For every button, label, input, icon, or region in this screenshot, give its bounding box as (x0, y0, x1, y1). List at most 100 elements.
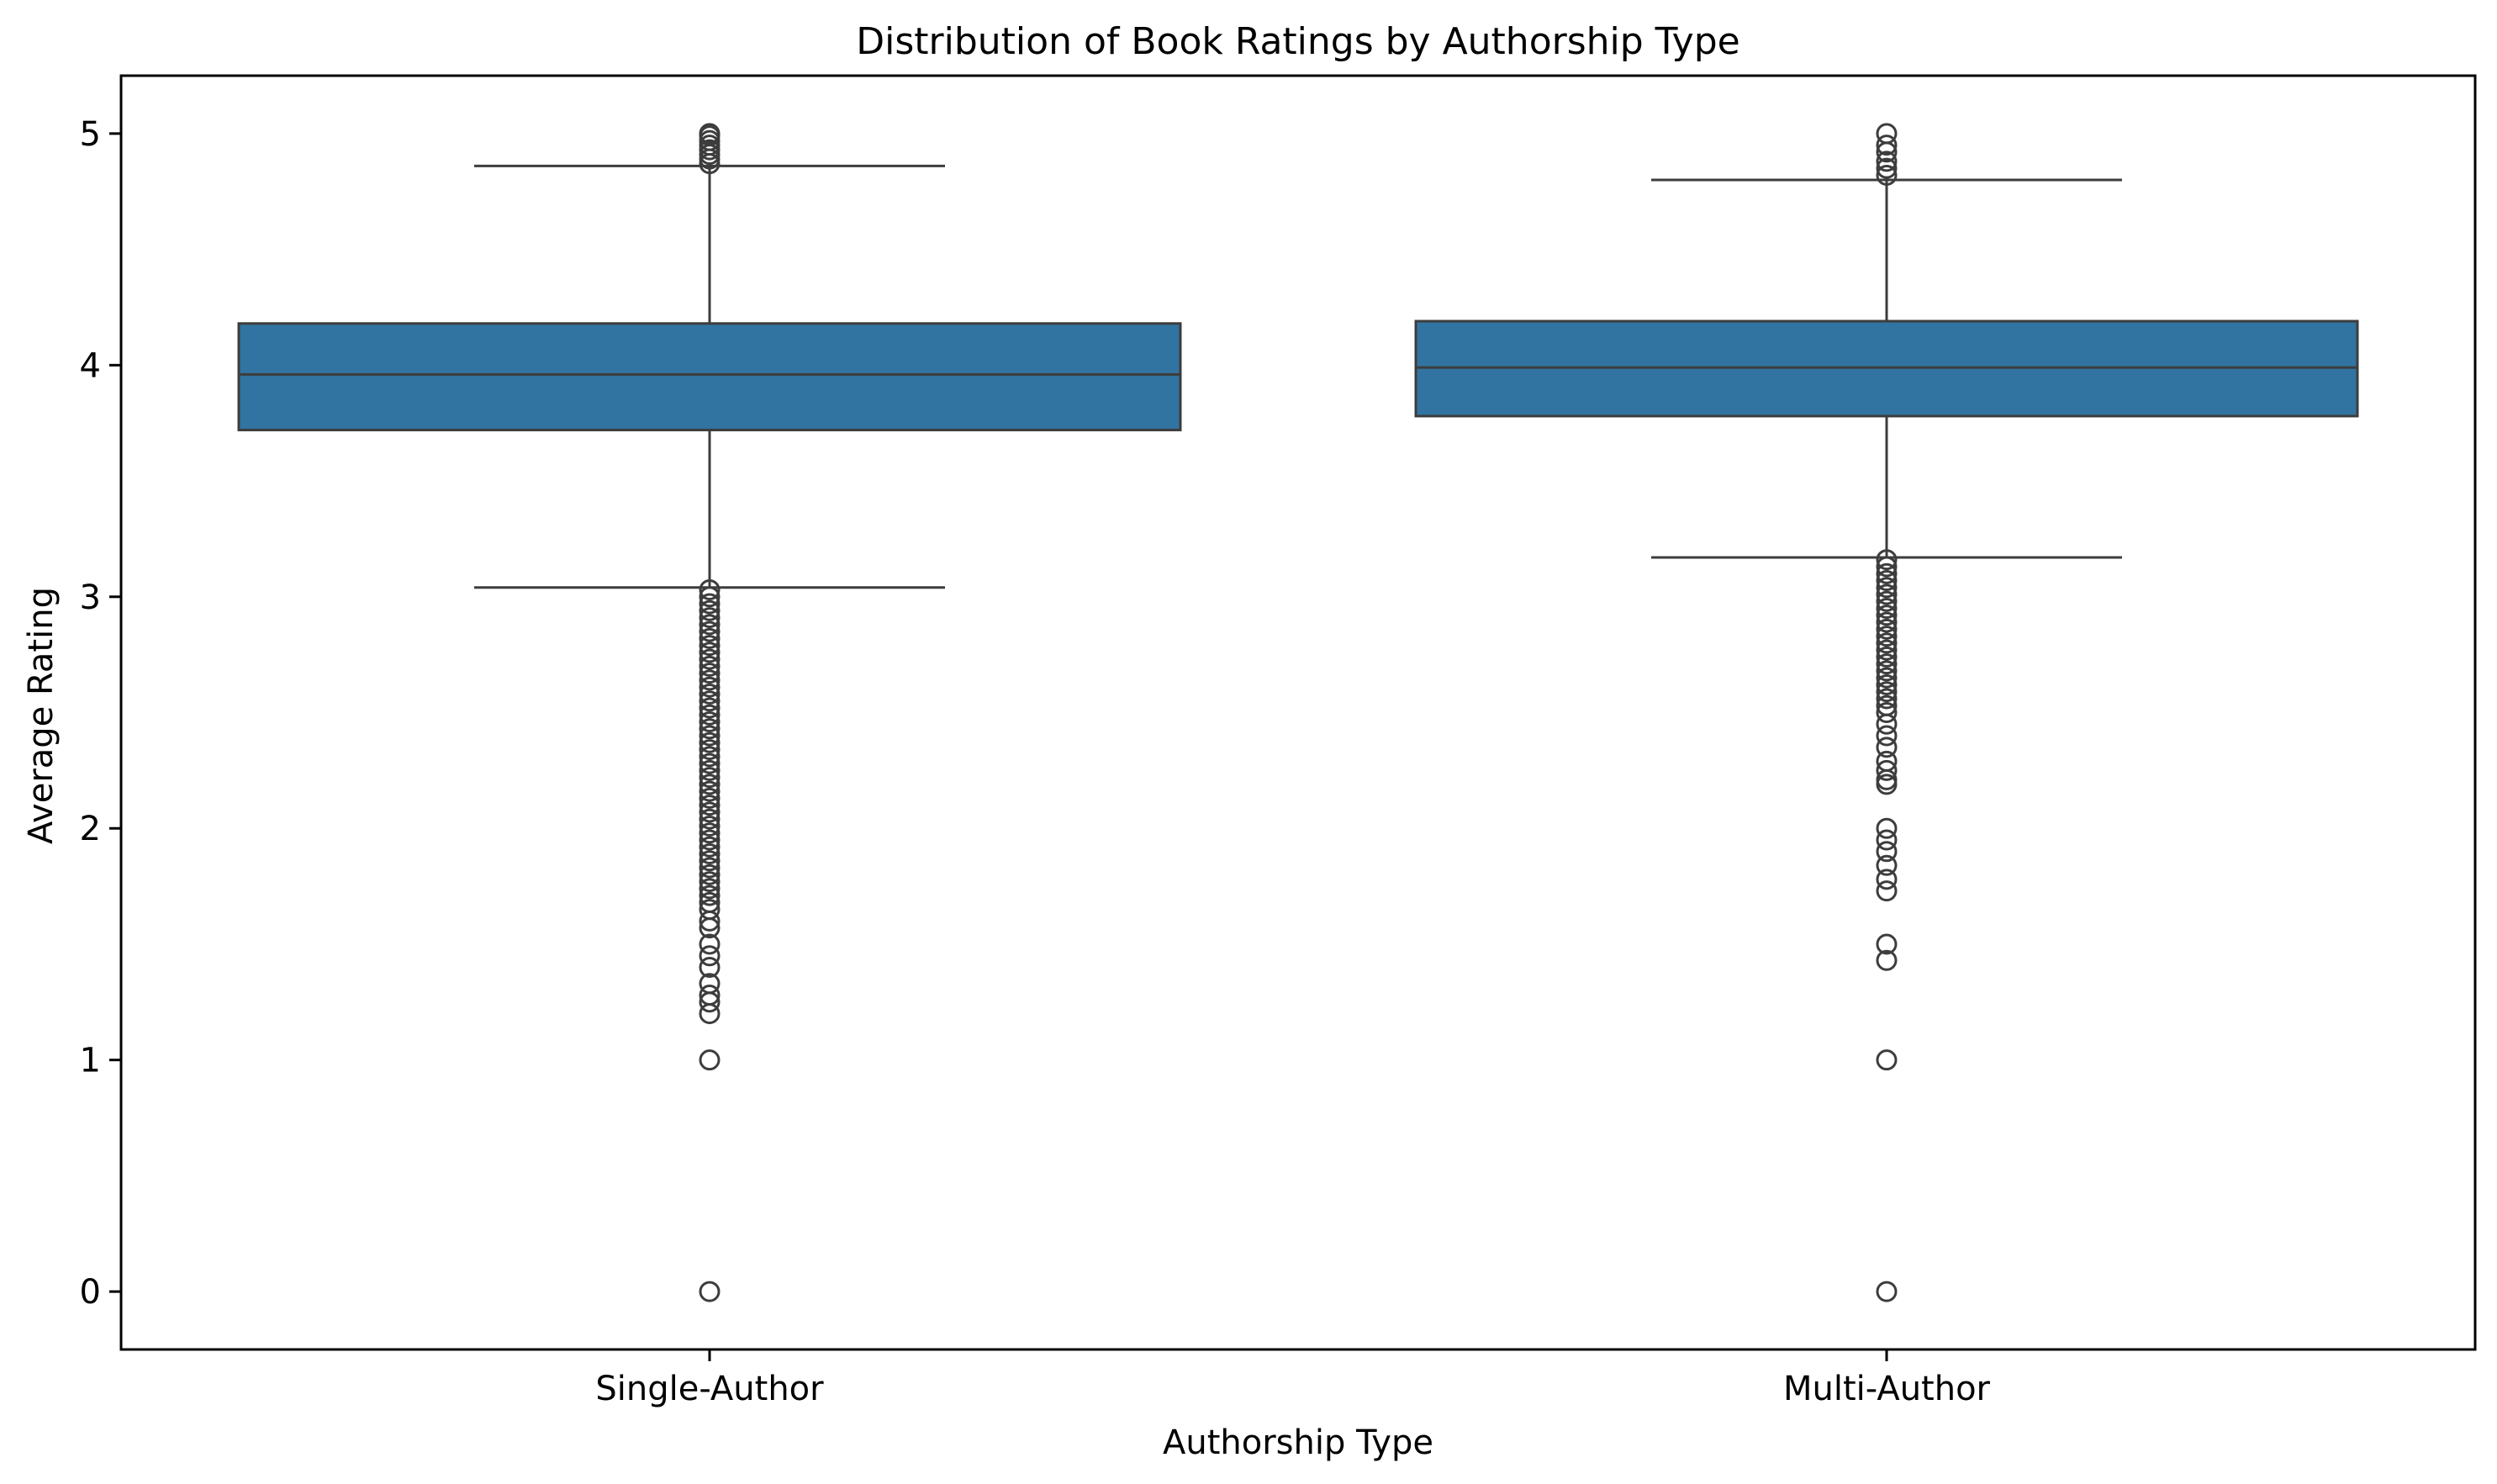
outlier-point (1876, 618, 1898, 640)
outlier-point (699, 829, 721, 851)
x-tick-label: Single-Author (595, 1370, 824, 1408)
outlier-point (1876, 590, 1898, 612)
outlier-point (699, 655, 721, 677)
outlier-point (699, 863, 721, 885)
plot-layer: 0 1 2 3 4 5 Single-Author Multi-Author (80, 115, 2359, 1408)
outlier-point (699, 642, 721, 663)
outlier-point (699, 759, 721, 781)
outlier-point (699, 153, 721, 175)
outlier-point (699, 885, 721, 906)
x-tick-label: Multi-Author (1783, 1370, 1991, 1408)
outlier-point (699, 746, 721, 768)
outlier-point (699, 753, 721, 774)
outlier-point (1876, 151, 1898, 172)
box-iqr (237, 322, 1182, 431)
outlier-point (1876, 688, 1898, 710)
outlier-point (699, 614, 721, 636)
y-tick-label: 3 (80, 578, 101, 617)
outlier-point (1876, 549, 1898, 571)
outlier-point (699, 697, 721, 719)
outlier-point (1876, 646, 1898, 668)
outlier-point (699, 627, 721, 649)
outlier-point (1876, 632, 1898, 654)
outlier-point (1876, 660, 1898, 682)
outlier-point (1876, 759, 1898, 781)
outlier-point (1876, 135, 1898, 156)
outlier-point (1876, 584, 1898, 605)
outlier-point (1876, 817, 1898, 839)
outlier-point (1876, 933, 1898, 955)
outlier-point (699, 683, 721, 705)
outlier-point (699, 669, 721, 691)
outlier-point (1876, 829, 1898, 851)
outlier-point (1876, 702, 1898, 723)
outlier-point (1876, 141, 1898, 163)
y-tick-label: 2 (80, 810, 101, 848)
outlier-point (699, 774, 721, 795)
outlier-point (699, 991, 721, 1013)
outlier-point (1876, 774, 1898, 795)
outlier-point (699, 635, 721, 657)
chart-title: Distribution of Book Ratings by Authorsh… (856, 20, 1739, 63)
outlier-point (1876, 598, 1898, 620)
outlier-point (1876, 681, 1898, 703)
outlier-point (699, 857, 721, 879)
outlier-point (1876, 653, 1898, 675)
box-group-single-author (237, 123, 1182, 1302)
outlier-point (699, 718, 721, 740)
outlier-point (699, 945, 721, 967)
outlier-point (1876, 713, 1898, 735)
x-axis-label: Authorship Type (1163, 1423, 1433, 1462)
outlier-point (699, 739, 721, 761)
outlier-point (699, 808, 721, 830)
y-tick-label: 0 (80, 1273, 101, 1312)
outlier-point (1876, 569, 1898, 591)
outlier-point (1876, 854, 1898, 876)
outlier-point (699, 957, 721, 978)
y-tick-label: 5 (80, 115, 101, 154)
outlier-point (1876, 841, 1898, 863)
outlier-point (699, 787, 721, 809)
plot-frame (119, 74, 2477, 1351)
outlier-point (1876, 577, 1898, 599)
outlier-point (1876, 869, 1898, 890)
outlier-point (699, 780, 721, 802)
outlier-point (699, 910, 721, 932)
outlier-point (699, 878, 721, 900)
outlier-point (699, 795, 721, 816)
y-tick-label: 1 (80, 1042, 101, 1080)
outlier-point (699, 725, 721, 747)
outlier-point (699, 767, 721, 789)
outlier-point (1876, 639, 1898, 661)
outlier-point (699, 822, 721, 844)
outlier-point (699, 586, 721, 608)
outlier-point (1876, 725, 1898, 747)
outlier-point (699, 690, 721, 712)
outlier-point (699, 599, 721, 621)
outlier-point (699, 917, 721, 939)
outlier-point (699, 579, 721, 601)
outlier-point (699, 648, 721, 670)
outlier-point (699, 871, 721, 893)
outlier-point (699, 801, 721, 823)
outlier-point (699, 621, 721, 642)
outlier-point (1876, 157, 1898, 179)
outlier-point (699, 1003, 721, 1025)
outlier-point (1876, 164, 1898, 186)
outlier-point (699, 1281, 721, 1302)
outlier-point (1876, 949, 1898, 971)
outlier-point (699, 711, 721, 733)
outlier-point (1876, 562, 1898, 584)
outlier-point (1876, 611, 1898, 633)
box-group-multi-author (1414, 123, 2359, 1302)
outlier-point (699, 836, 721, 858)
outlier-point (699, 1049, 721, 1071)
outlier-point (1876, 1049, 1898, 1071)
outlier-point (699, 704, 721, 726)
outlier-point (699, 933, 721, 955)
outlier-point (1876, 880, 1898, 902)
y-tick-label: 4 (80, 346, 101, 385)
outlier-point (1876, 605, 1898, 626)
